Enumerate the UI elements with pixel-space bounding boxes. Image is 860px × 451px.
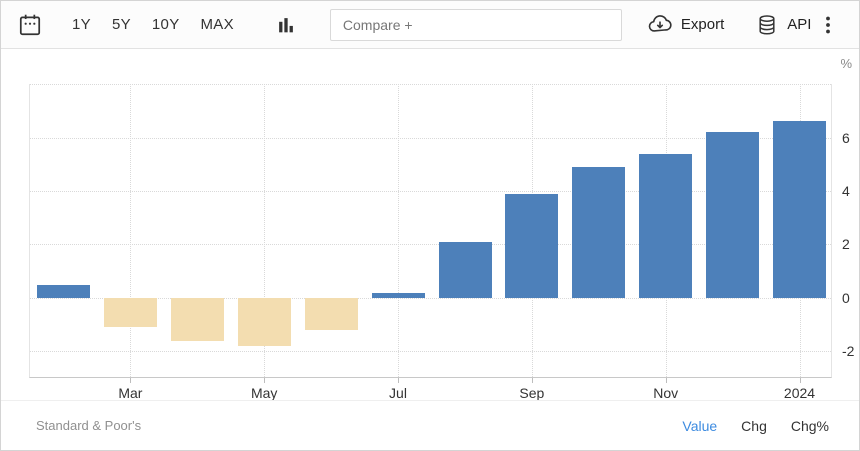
cloud-download-icon [647,12,673,38]
gridline-horizontal [30,297,831,299]
bar[interactable] [706,132,760,298]
calendar-icon [17,12,43,38]
bar[interactable] [170,297,224,341]
more-menu-button[interactable] [815,11,841,39]
compare-input[interactable] [329,8,622,41]
gridline-horizontal [30,244,831,246]
calendar-button[interactable] [15,10,45,40]
source-attribution: Standard & Poor's [36,418,142,433]
x-axis-label: Nov [653,385,679,401]
bar[interactable] [237,297,291,346]
gridline-horizontal [30,84,831,85]
bar[interactable] [773,121,826,298]
y-axis-label: 6 [842,129,850,146]
chart-area: % Mar May Jul Sep Nov 2024 6 4 2 0 -2 [1,49,859,401]
x-axis-label: May [250,385,278,401]
range-1y-button[interactable]: 1Y [72,16,91,33]
bar[interactable] [438,241,492,298]
y-axis-unit-label: % [840,56,852,71]
mode-value-button[interactable]: Value [682,417,718,434]
range-5y-button[interactable]: 5Y [111,16,131,33]
gridline-vertical [398,84,399,377]
export-button[interactable]: Export [647,12,724,38]
x-axis-label: Sep [519,385,545,401]
gridline-horizontal [30,190,831,192]
api-label: API [787,16,812,33]
gridline-horizontal [30,137,831,139]
gridline-vertical [130,84,132,377]
range-buttons: 1Y 5Y 10Y MAX [71,14,235,35]
database-icon [755,13,779,37]
x-axis-label: 2024 [783,385,816,401]
api-button[interactable]: API [755,13,811,37]
y-axis-label: 2 [842,236,850,253]
chart-type-button[interactable] [273,12,299,38]
x-axis-tick [130,378,132,383]
y-axis-label: 4 [842,182,850,199]
export-label: Export [680,16,725,33]
range-10y-button[interactable]: 10Y [151,16,180,33]
bar[interactable] [37,284,90,298]
column-chart-icon [275,14,297,36]
x-axis-tick [264,378,266,383]
x-axis-tick [665,378,667,383]
mode-chgpct-button[interactable]: Chg% [790,417,829,434]
mode-chg-button[interactable]: Chg [741,417,767,434]
y-axis-label: 0 [842,289,850,306]
footer: Standard & Poor's Value Chg Chg% [1,400,859,450]
bar[interactable] [304,297,358,330]
compare-field-wrap [329,8,622,41]
range-max-button[interactable]: MAX [200,16,234,33]
x-axis-tick [799,378,801,383]
bar[interactable] [505,193,559,298]
plot-area: Mar May Jul Sep Nov 2024 6 4 2 0 -2 [29,84,854,401]
bar[interactable] [371,292,425,298]
bar[interactable] [572,166,626,298]
bar[interactable] [639,153,693,298]
y-axis-label: -2 [842,343,855,360]
bar[interactable] [103,297,157,328]
display-mode-switcher: Value Chg Chg% [682,418,829,434]
x-axis-label: Mar [118,385,143,401]
x-axis-label: Jul [389,385,407,401]
gridline-horizontal [30,351,831,353]
gridline-vertical [264,84,266,377]
kebab-menu-icon [817,13,839,37]
x-axis-tick [398,378,399,383]
x-axis-tick [531,378,533,383]
toolbar: 1Y 5Y 10Y MAX [1,1,859,49]
